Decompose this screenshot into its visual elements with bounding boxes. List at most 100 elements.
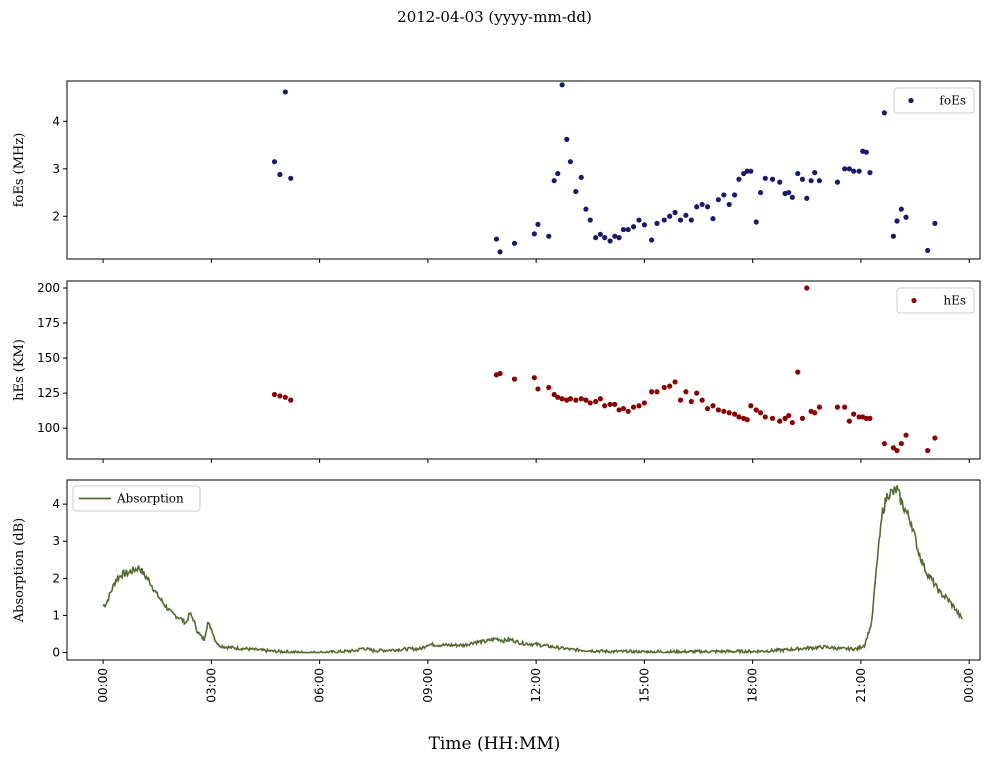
data-point: [578, 396, 584, 402]
legend: hEs: [896, 287, 975, 314]
data-point: [654, 389, 660, 395]
data-point: [546, 233, 552, 239]
data-point: [846, 418, 852, 424]
data-point: [288, 175, 294, 181]
data-point: [672, 379, 678, 385]
legend-label: Absorption: [116, 492, 184, 506]
data-point: [567, 396, 574, 402]
data-point: [667, 213, 673, 219]
data-point: [593, 235, 599, 241]
data-point: [777, 179, 783, 185]
data-point: [808, 178, 814, 184]
data-point: [616, 235, 622, 241]
legend-label: foEs: [939, 94, 966, 108]
y-tick-label: 100: [37, 421, 60, 435]
data-point: [546, 384, 552, 391]
data-point: [851, 411, 857, 417]
data-point: [753, 219, 759, 225]
data-point: [762, 175, 768, 181]
legend-marker: [911, 297, 917, 304]
data-point: [898, 206, 904, 212]
data-point: [583, 397, 589, 403]
data-point: [602, 403, 608, 409]
data-point: [683, 389, 689, 395]
data-point: [757, 410, 764, 416]
data-point: [903, 432, 909, 438]
data-point: [890, 233, 896, 239]
data-point: [732, 192, 738, 198]
data-point: [551, 178, 557, 184]
data-point: [710, 216, 716, 222]
data-point: [863, 149, 869, 155]
y-tick-label: 2: [52, 571, 60, 585]
data-point: [932, 435, 938, 441]
data-point: [688, 217, 694, 223]
data-point: [704, 204, 711, 210]
data-point: [699, 397, 705, 403]
y-tick-label: 3: [52, 534, 60, 548]
data-point: [288, 397, 294, 403]
x-tick-label: 09:00: [421, 668, 435, 703]
data-point: [816, 404, 823, 410]
data-point: [597, 396, 603, 402]
data-point: [511, 240, 518, 246]
data-point: [898, 440, 904, 447]
data-point: [851, 168, 857, 174]
data-point: [804, 285, 810, 291]
data-point: [699, 201, 705, 208]
data-point: [846, 166, 852, 172]
data-point: [661, 217, 667, 223]
data-point: [271, 159, 278, 165]
data-point: [683, 212, 689, 218]
data-point: [726, 201, 732, 208]
data-point: [593, 398, 599, 405]
data-point: [704, 405, 711, 412]
data-point: [597, 231, 603, 237]
x-tick-label: 00:00: [962, 668, 976, 703]
data-point: [762, 414, 768, 420]
data-point: [559, 396, 565, 402]
data-point: [881, 110, 887, 116]
data-point: [867, 415, 873, 421]
legend-marker: [908, 97, 914, 104]
y-axis-label: Absorption (dB): [12, 518, 27, 623]
data-point: [573, 397, 579, 403]
data-point: [630, 224, 637, 230]
subplot-2: 100 125 150 175 200 hEs (KM) hEs: [12, 280, 981, 463]
y-tick-label: 3: [52, 162, 60, 176]
data-point: [799, 415, 806, 421]
data-point: [271, 391, 278, 398]
data-point: [587, 217, 593, 223]
y-axis-label: foEs (MHz): [12, 133, 27, 208]
data-point: [757, 189, 764, 196]
data-point: [890, 445, 896, 451]
data-point: [620, 405, 627, 412]
data-point: [573, 188, 579, 195]
data-point: [736, 414, 742, 420]
x-tick-label: 00:00: [96, 668, 110, 703]
data-point: [786, 189, 792, 196]
y-tick-label: 4: [52, 114, 60, 128]
data-point: [535, 386, 541, 392]
data-point: [612, 401, 618, 407]
x-tick-label: 21:00: [854, 668, 868, 703]
legend-label: hEs: [943, 294, 966, 308]
data-point: [694, 204, 700, 210]
data-point: [535, 221, 541, 227]
data-point: [932, 220, 938, 226]
data-point: [834, 179, 841, 185]
data-point: [555, 394, 561, 400]
data-point: [636, 217, 642, 223]
data-point: [795, 369, 801, 375]
y-tick-label: 150: [37, 351, 60, 365]
data-point: [867, 170, 873, 176]
y-tick-label: 1: [52, 608, 60, 622]
data-point: [277, 393, 283, 399]
data-point: [721, 408, 727, 414]
data-point: [925, 447, 931, 454]
figure-title: 2012-04-03 (yyyy-mm-dd): [397, 8, 592, 26]
data-point: [715, 407, 721, 413]
legend-box: [72, 485, 201, 512]
data-point: [677, 397, 684, 403]
data-point: [497, 249, 503, 255]
